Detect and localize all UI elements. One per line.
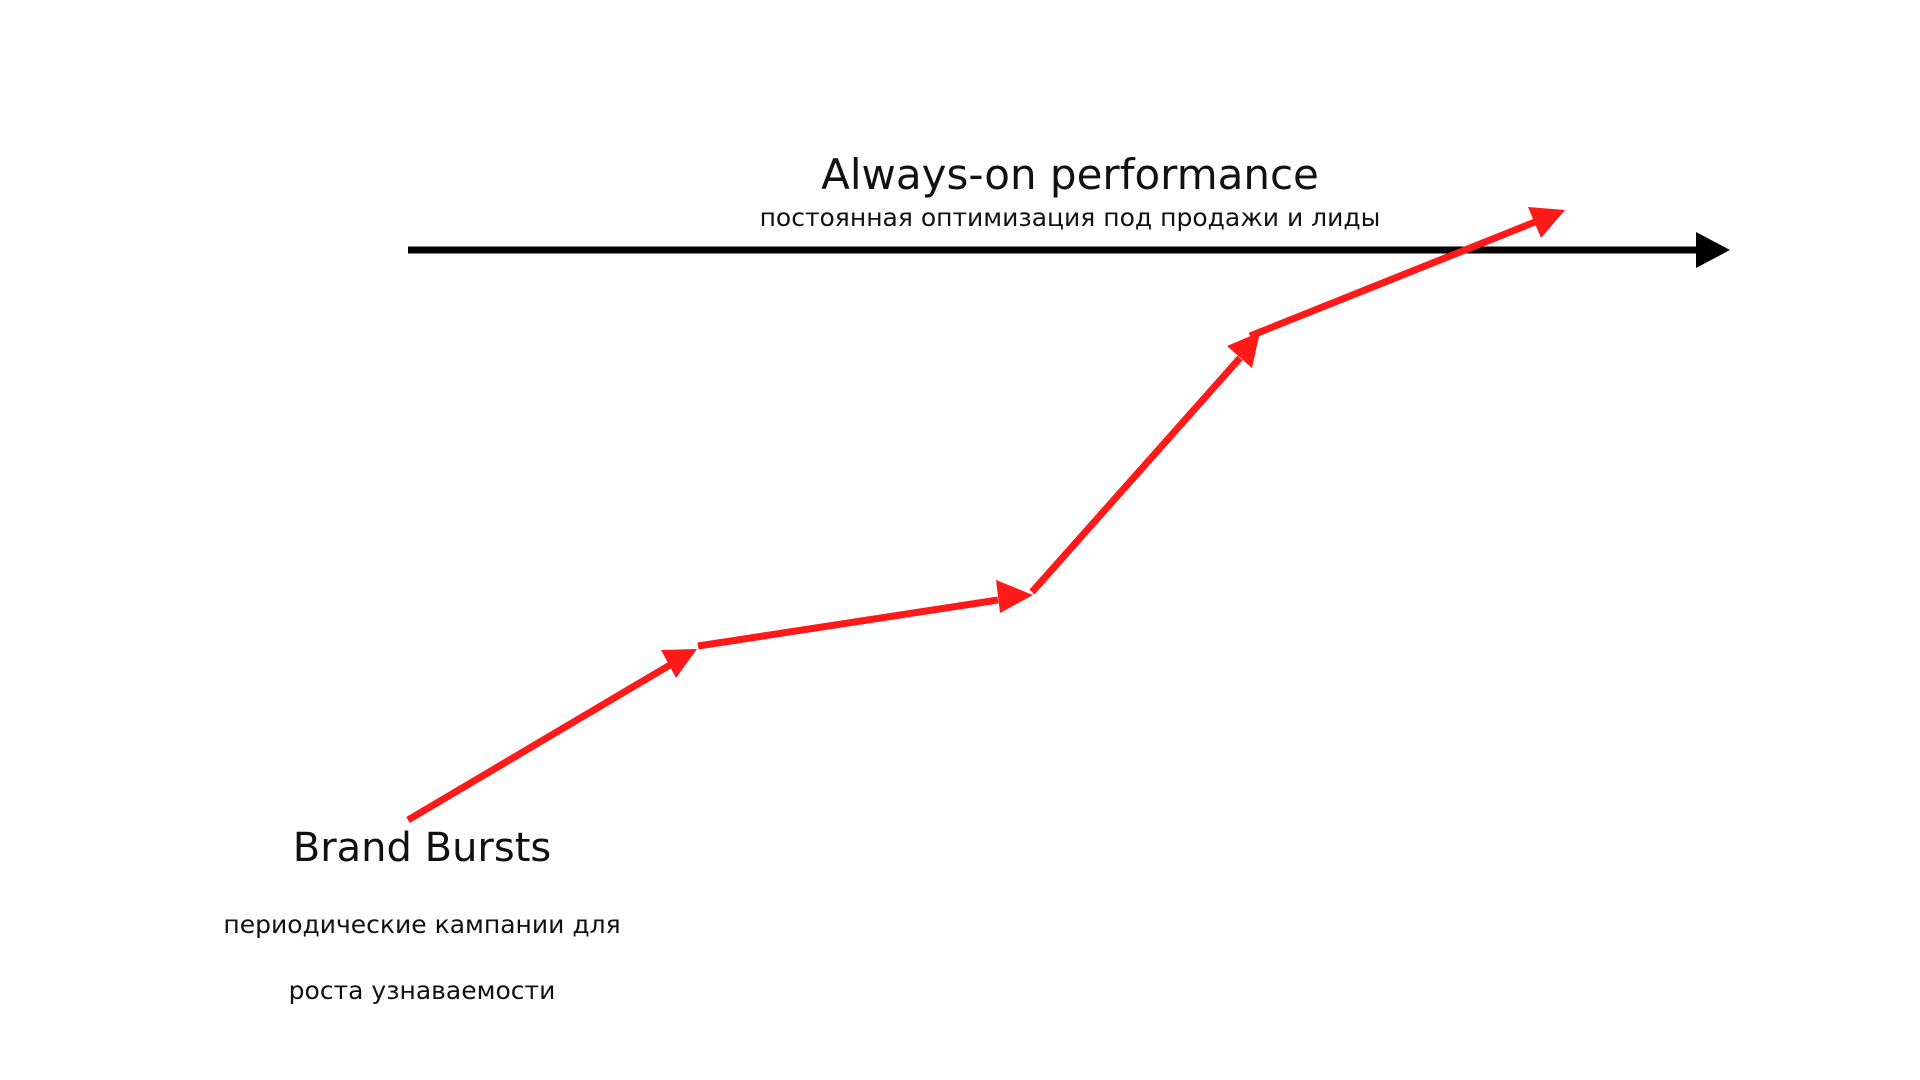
brand-bursts-subtitle: периодические кампании для роста узнавае… — [172, 875, 672, 1040]
always-on-arrow-head — [1696, 232, 1730, 268]
burst-arrow-4-head — [1528, 207, 1565, 238]
burst-arrow-3 — [1029, 355, 1243, 595]
brand-bursts-subtitle-line-2: роста узнаваемости — [288, 976, 556, 1005]
burst-arrow-1-head — [661, 649, 697, 678]
brand-bursts-title: Brand Bursts — [292, 825, 552, 871]
brand-bursts-arrows — [406, 207, 1565, 824]
burst-arrow-2 — [697, 596, 999, 650]
brand-bursts-subtitle-line-1: периодические кампании для — [223, 910, 621, 939]
always-on-title: Always-on performance — [821, 150, 1319, 199]
burst-arrow-3-head — [1227, 332, 1260, 368]
burst-arrow-4 — [1248, 218, 1537, 340]
burst-arrow-1 — [406, 661, 672, 824]
always-on-subtitle: постоянная оптимизация под продажи и лид… — [759, 203, 1381, 232]
burst-arrow-2-head — [996, 580, 1033, 613]
